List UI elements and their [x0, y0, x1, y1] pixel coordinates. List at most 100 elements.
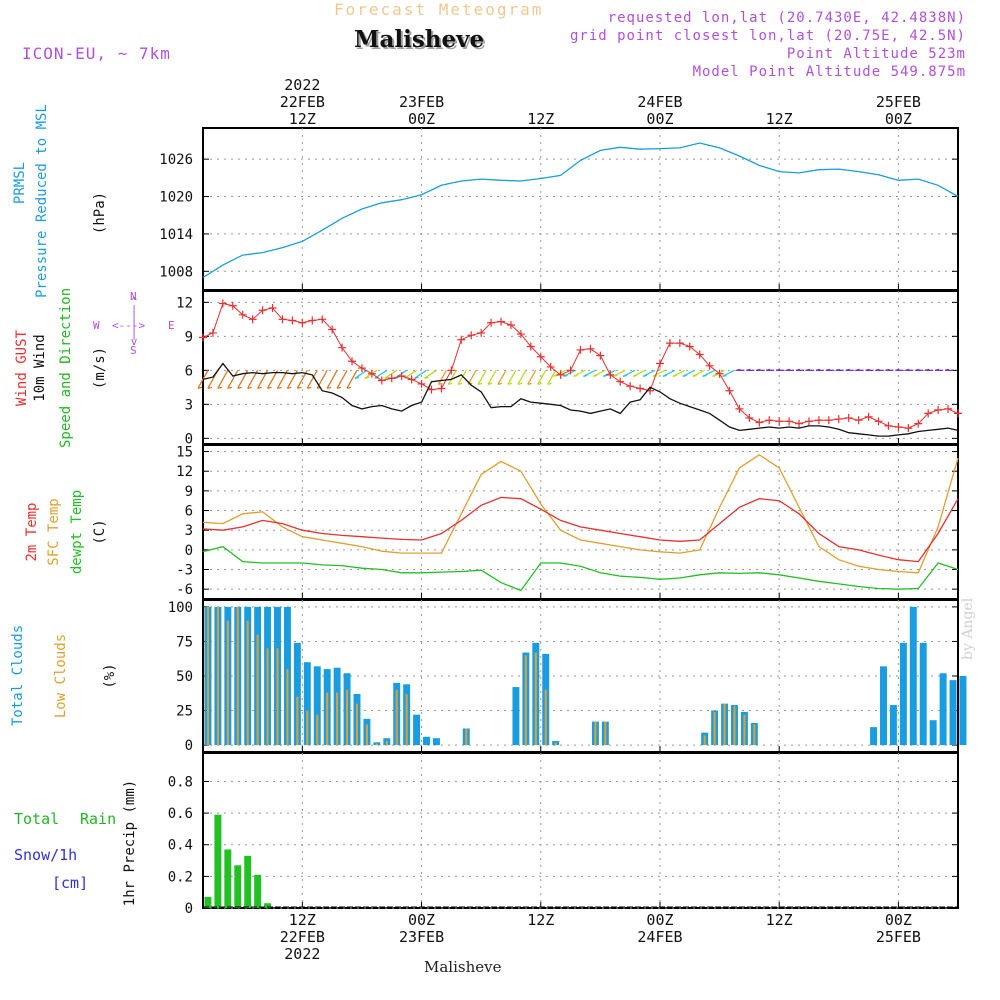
low-cloud-bar [276, 648, 279, 746]
y-tick-label: 0.6 [168, 806, 193, 822]
time-label-line: 00Z [646, 911, 674, 929]
wind-arrowhead [477, 382, 483, 385]
time-bot-label: 00Z 24FEB [620, 912, 700, 946]
low-cloud-bar [256, 634, 259, 746]
wind-gust-marker [278, 315, 287, 324]
footer-location: Malisheve [424, 958, 502, 976]
wind-arrowhead [267, 386, 272, 389]
wind-speed-line [202, 362, 959, 437]
low-cloud-bar [465, 728, 468, 746]
y-tick-label: 0.4 [168, 838, 193, 854]
wind-arrowhead [746, 368, 751, 371]
wind-arrowhead [217, 386, 222, 389]
low-cloud-bar [216, 606, 219, 746]
y-tick-label: 0 [185, 738, 193, 754]
wind-gust-marker [795, 419, 804, 428]
wind-arrowhead [537, 382, 542, 385]
total-cloud-bar [899, 642, 907, 746]
wind-arrowhead [642, 374, 648, 377]
wind-arrowhead [895, 368, 900, 371]
low-cloud-bar [385, 740, 388, 746]
precip-cm-label: [cm] [52, 874, 89, 892]
wind-arrowhead [448, 382, 453, 385]
time-label-line: 00Z [646, 110, 674, 128]
time-top-label: 24FEB 00Z [620, 94, 700, 128]
low-cloud-bar [286, 669, 289, 746]
wind-arrowhead [925, 368, 930, 371]
time-label-line: 12Z [527, 110, 555, 128]
model-altitude: Model Point Altitude 549.875m [692, 64, 966, 80]
wind-gust-marker [705, 361, 714, 370]
panel-1: 0 3 6 9 12 [176, 290, 962, 447]
time-label-line: 12Z [288, 911, 316, 929]
wind-gust-marker [655, 359, 664, 368]
wind-gust-marker [427, 385, 436, 394]
wind-arrowhead [613, 374, 618, 377]
panel-frame [202, 444, 959, 600]
low-cloud-bar [306, 710, 309, 746]
total-cloud-bar [880, 666, 887, 746]
wind-gust-marker [377, 376, 386, 385]
wind-gust-marker [695, 350, 704, 359]
compass-s: S [130, 344, 137, 357]
wind-gust-marker [526, 342, 535, 351]
time-bot-label: 12Z [739, 912, 819, 929]
panel-4: 0 0.2 0.4 0.6 0.8 [168, 752, 959, 917]
y-tick-label: 0 [185, 901, 193, 917]
precip-rain-label: Rain [80, 810, 117, 828]
wind-arrowhead [855, 368, 860, 371]
wind-arrow [424, 369, 437, 379]
wind-arrowhead [563, 374, 568, 377]
wind-gust-marker [566, 366, 575, 375]
time-label-line: 12Z [288, 110, 316, 128]
wind-gust-marker [685, 342, 694, 351]
wind-arrow [266, 370, 279, 389]
time-top-label: 12Z [501, 111, 581, 128]
wind-arrow [517, 370, 527, 385]
requested-coords: requested lon,lat (20.7430E, 42.4838N) [607, 10, 966, 26]
y-tick-label: 12 [176, 295, 193, 311]
wind-arrow [384, 369, 398, 379]
wind-gust-marker [735, 404, 744, 413]
wind-gust-marker [804, 417, 813, 426]
low-cloud-bar [206, 606, 210, 746]
wind-gust-marker [328, 325, 337, 334]
wind-arrowhead [507, 382, 513, 385]
low-cloud-bar [246, 620, 249, 746]
y-tick-label: 25 [176, 704, 193, 720]
y-tick-label: 1008 [159, 264, 193, 280]
wind-arrowhead [547, 382, 552, 385]
wind-arrowhead [875, 368, 880, 371]
compass-w: W [93, 319, 100, 332]
low-cloud-bar [544, 689, 547, 746]
precip-snow-label: Snow/1h [14, 846, 78, 864]
wind-arrow [477, 370, 487, 385]
wind-arrowhead [364, 376, 370, 379]
wind-arrowhead [835, 368, 840, 371]
y-tick-label: 100 [168, 600, 193, 616]
panel-frame [202, 290, 959, 445]
wind-gust-marker [576, 345, 585, 354]
wind-arrowhead [795, 368, 801, 371]
y-tick-label: 1026 [159, 152, 193, 168]
wind-gust-line [202, 302, 959, 429]
rain-bar [244, 855, 252, 908]
total-cloud-bar [919, 642, 927, 746]
time-label-line: 24FEB [637, 93, 683, 111]
wind-gust-marker [904, 424, 913, 433]
wind-arrow [227, 370, 239, 389]
total-cloud-bar [889, 705, 897, 746]
wind-gust-marker [854, 416, 863, 425]
wind-arrow [354, 369, 368, 379]
wind-gust-marker [506, 321, 515, 329]
total-cloud-bar [293, 642, 301, 746]
wind-arrow [487, 370, 497, 385]
wind-arrowhead [603, 374, 608, 377]
time-top-label: 12Z [739, 111, 819, 128]
wind-arrow [457, 370, 467, 385]
wind-gust-marker [437, 384, 446, 393]
y-tick-label: 9 [185, 329, 193, 345]
y-tick-label: 75 [176, 634, 193, 650]
wind-gust-marker [199, 333, 207, 342]
y-tick-label: 0 [185, 543, 193, 559]
